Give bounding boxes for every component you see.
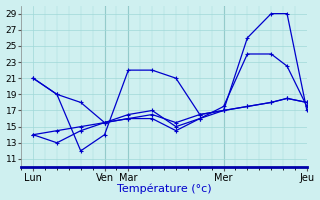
X-axis label: Température (°c): Température (°c) — [117, 184, 212, 194]
